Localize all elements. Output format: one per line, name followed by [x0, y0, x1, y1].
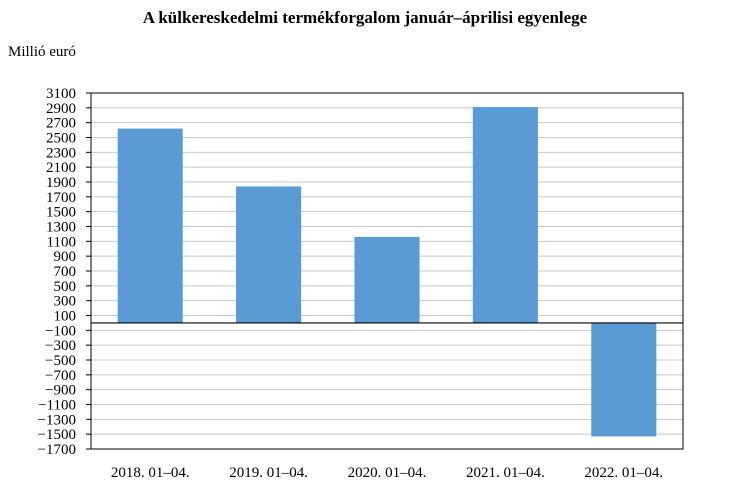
x-tick-label: 2021. 01–04.	[466, 465, 545, 481]
x-tick-label: 2020. 01–04.	[348, 465, 427, 481]
bar	[472, 107, 538, 323]
y-tick-label: −900	[45, 383, 76, 399]
y-tick-label: 2900	[46, 101, 76, 117]
y-tick-label: 1300	[46, 220, 76, 236]
y-tick-label: 300	[54, 294, 77, 310]
y-tick-label: 700	[54, 264, 77, 280]
y-tick-label: 2700	[46, 116, 76, 132]
bar	[354, 236, 420, 323]
y-tick-label: 2100	[46, 160, 76, 176]
y-tick-label: 1500	[46, 205, 76, 221]
y-tick-label: −700	[45, 368, 76, 384]
y-tick-label: 900	[54, 249, 77, 265]
y-tick-label: −300	[45, 338, 76, 354]
bar	[117, 128, 183, 323]
y-tick-label: −1500	[38, 427, 76, 443]
y-tick-label: 3100	[46, 86, 76, 102]
bar	[236, 186, 302, 323]
y-tick-label: 2500	[46, 131, 76, 147]
y-tick-label: 2300	[46, 145, 76, 161]
chart-title: A külkereskedelmi termékforgalom január–…	[142, 8, 588, 27]
y-tick-label: 500	[54, 279, 77, 295]
x-tick-label: 2019. 01–04.	[229, 465, 308, 481]
x-tick-label: 2022. 01–04.	[584, 465, 663, 481]
y-tick-label: −100	[45, 323, 76, 339]
y-axis-unit-label: Millió euró	[8, 44, 76, 60]
plot-frame	[90, 92, 684, 450]
y-tick-label: 1700	[46, 190, 76, 206]
y-tick-label: −1100	[38, 398, 76, 414]
y-tick-label: −500	[45, 353, 76, 369]
y-tick-label: 100	[54, 309, 77, 325]
x-tick-label: 2018. 01–04.	[111, 465, 190, 481]
bar	[591, 322, 657, 437]
y-tick-label: −1700	[38, 442, 76, 458]
y-tick-label: −1300	[38, 412, 76, 428]
y-tick-label: 1100	[47, 234, 76, 250]
y-tick-label: 1900	[46, 175, 76, 191]
